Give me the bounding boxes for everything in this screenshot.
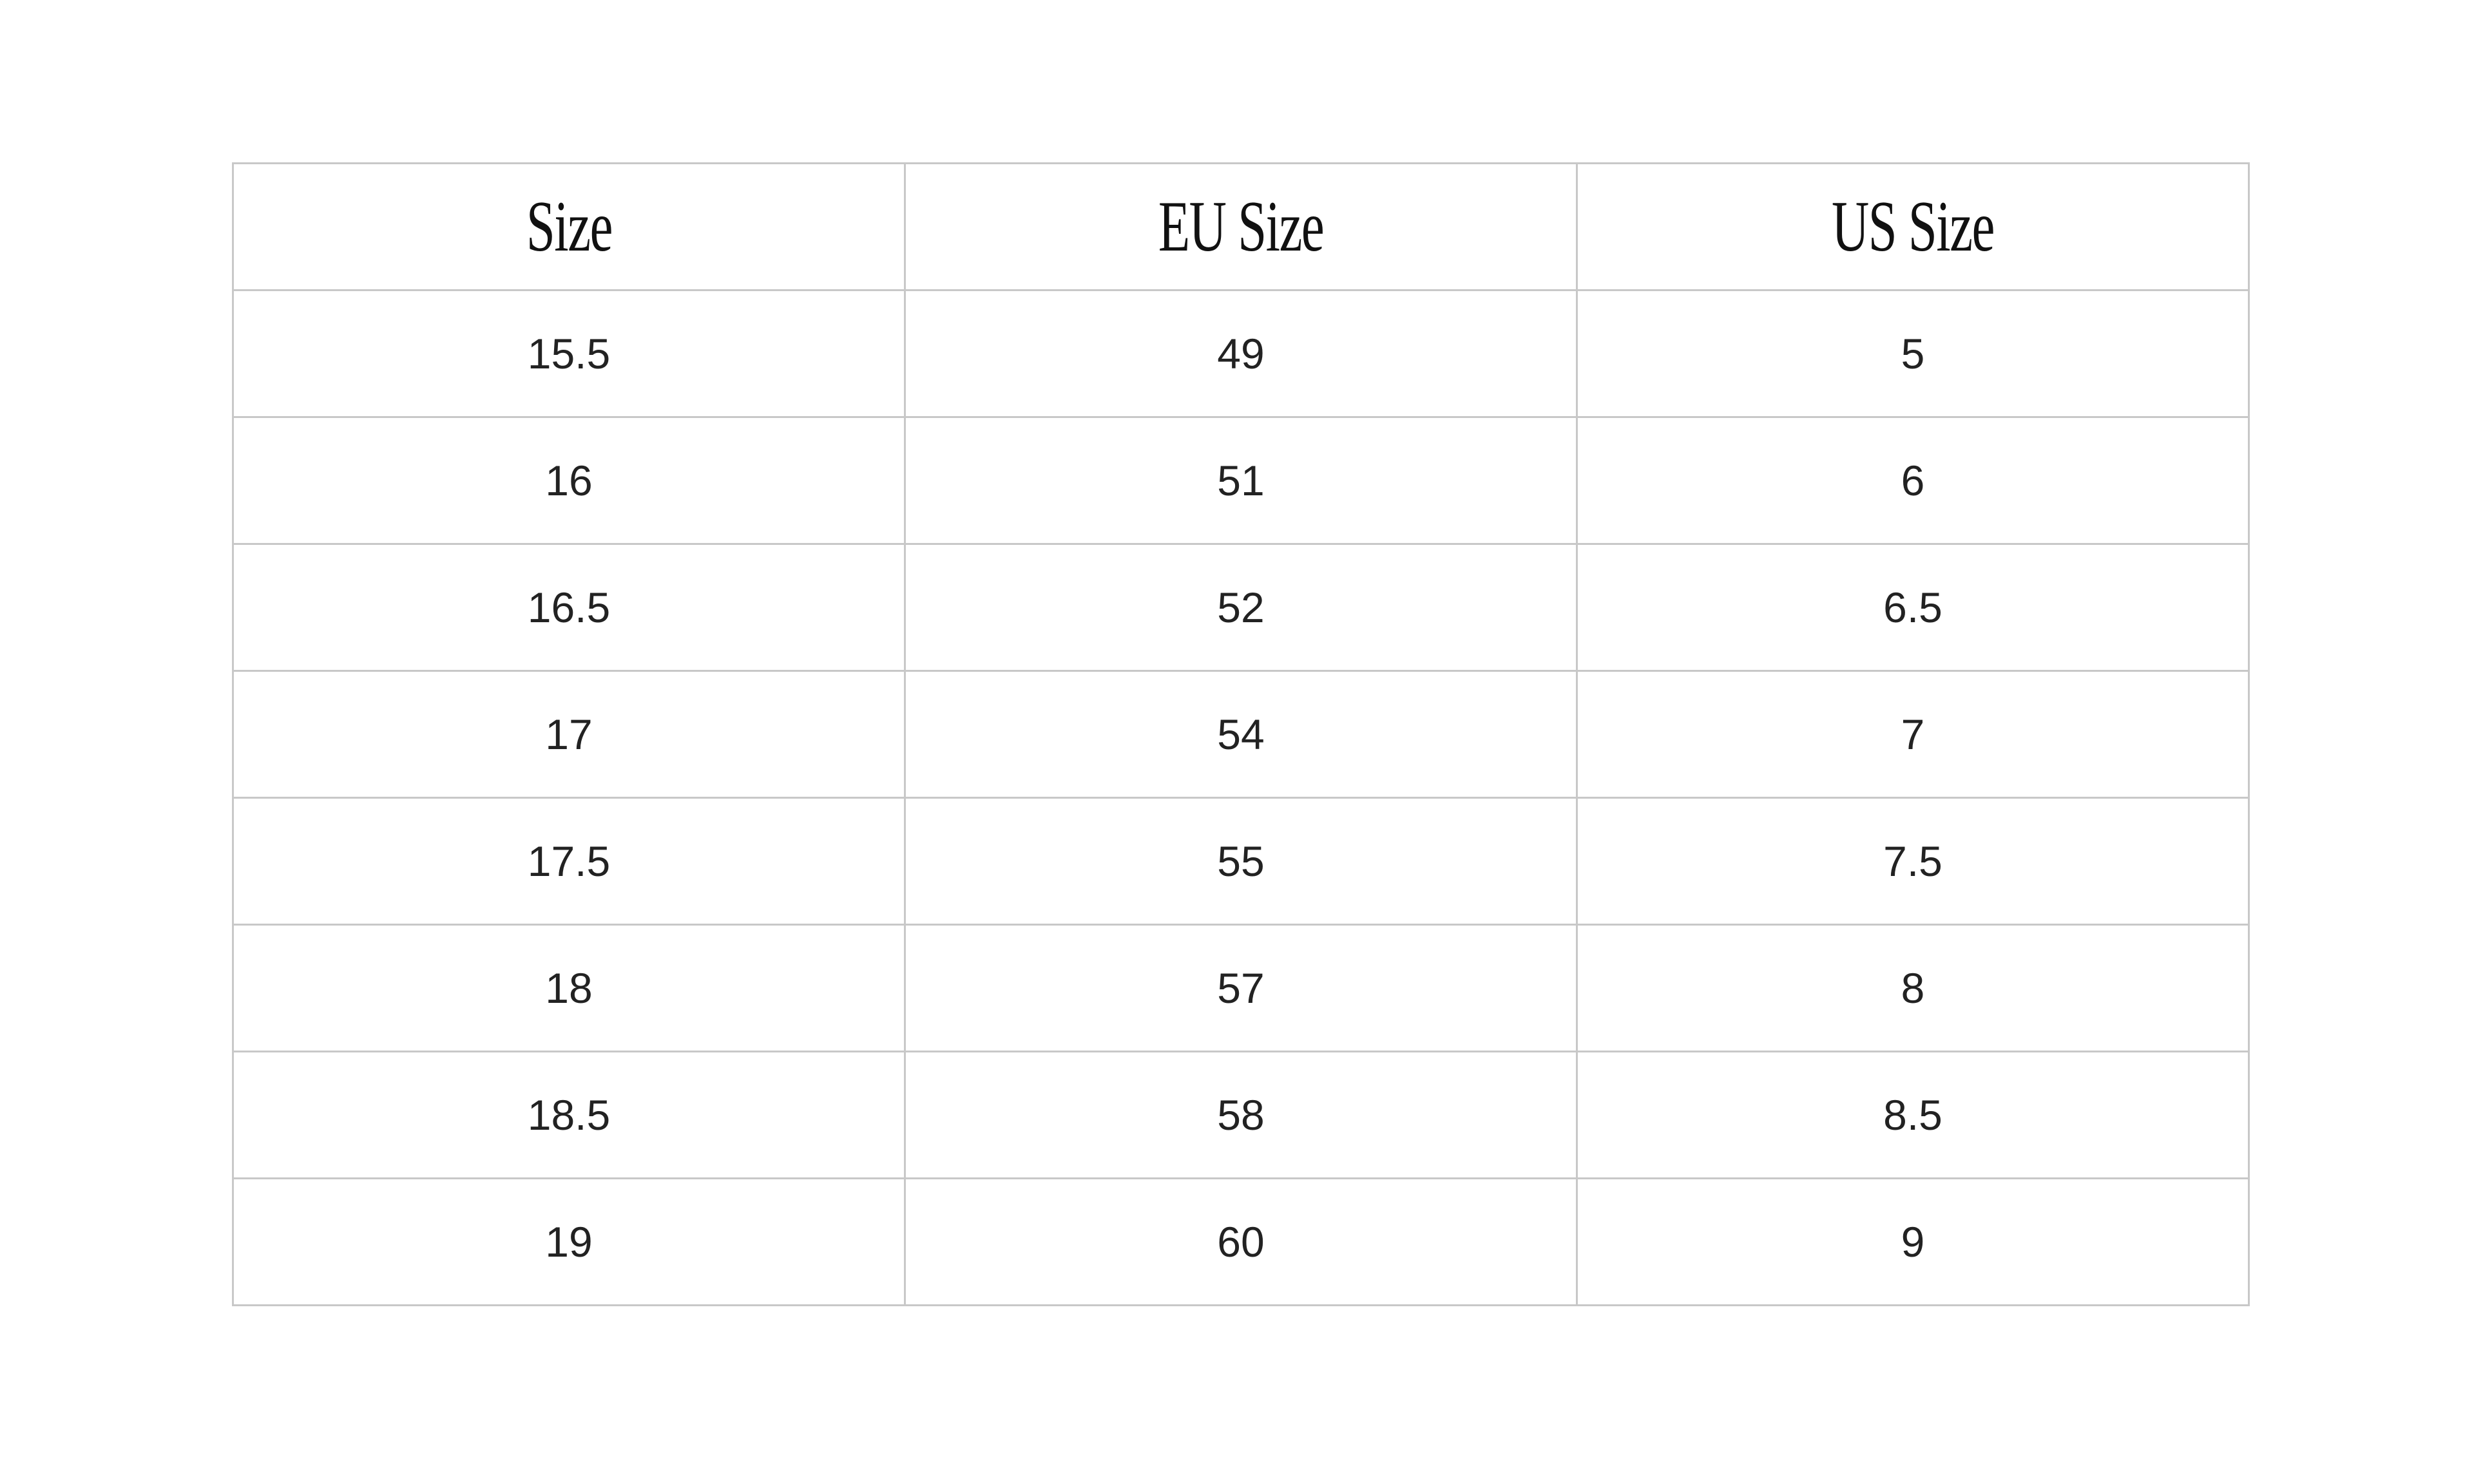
table-row: 15.5 49 5 bbox=[232, 289, 2250, 418]
eu-size-cell: 51 bbox=[904, 416, 1578, 545]
us-size-cell: 6.5 bbox=[1576, 543, 2250, 672]
table-row: 18 57 8 bbox=[232, 924, 2250, 1052]
size-cell: 15.5 bbox=[232, 289, 906, 418]
table-row: 18.5 58 8.5 bbox=[232, 1051, 2250, 1179]
size-cell: 18 bbox=[232, 924, 906, 1052]
size-chart-table: Size EU Size US Size 15.5 49 5 16 51 6 16.5 52 6… bbox=[232, 162, 2250, 1306]
header-size: Size bbox=[232, 162, 906, 291]
eu-size-cell: 55 bbox=[904, 797, 1578, 926]
header-us-size: US Size bbox=[1576, 162, 2250, 291]
header-eu-size: EU Size bbox=[904, 162, 1578, 291]
us-size-cell: 5 bbox=[1576, 289, 2250, 418]
us-size-cell: 8.5 bbox=[1576, 1051, 2250, 1179]
table-row: 17 54 7 bbox=[232, 670, 2250, 799]
table-row: 16.5 52 6.5 bbox=[232, 543, 2250, 672]
table-row: 16 51 6 bbox=[232, 416, 2250, 545]
us-size-cell: 8 bbox=[1576, 924, 2250, 1052]
table-row: 19 60 9 bbox=[232, 1177, 2250, 1306]
table-row: 17.5 55 7.5 bbox=[232, 797, 2250, 926]
size-cell: 18.5 bbox=[232, 1051, 906, 1179]
eu-size-cell: 57 bbox=[904, 924, 1578, 1052]
eu-size-cell: 49 bbox=[904, 289, 1578, 418]
size-cell: 17.5 bbox=[232, 797, 906, 926]
eu-size-cell: 54 bbox=[904, 670, 1578, 799]
eu-size-cell: 52 bbox=[904, 543, 1578, 672]
us-size-cell: 7.5 bbox=[1576, 797, 2250, 926]
us-size-cell: 7 bbox=[1576, 670, 2250, 799]
size-cell: 17 bbox=[232, 670, 906, 799]
us-size-cell: 6 bbox=[1576, 416, 2250, 545]
header-row: Size EU Size US Size bbox=[232, 162, 2250, 291]
eu-size-cell: 58 bbox=[904, 1051, 1578, 1179]
size-cell: 16.5 bbox=[232, 543, 906, 672]
size-cell: 19 bbox=[232, 1177, 906, 1306]
size-cell: 16 bbox=[232, 416, 906, 545]
eu-size-cell: 60 bbox=[904, 1177, 1578, 1306]
us-size-cell: 9 bbox=[1576, 1177, 2250, 1306]
